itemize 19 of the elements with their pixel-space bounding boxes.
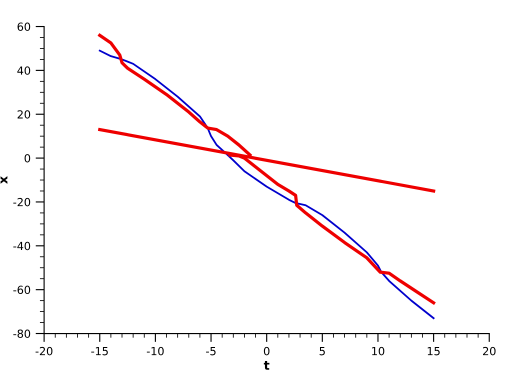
y-tick-label: 60 (18, 22, 30, 31)
x-axis-title: t (264, 360, 270, 370)
y-axis-title: x (0, 176, 8, 184)
y-tick-label: -40 (13, 242, 30, 250)
x-tick-label: 20 (483, 346, 496, 356)
y-tick-label: 40 (17, 66, 30, 75)
x-tick-label: -20 (36, 346, 52, 356)
y-tick-label: -60 (13, 286, 30, 294)
x-tick-label: 15 (428, 347, 440, 356)
x-tick-label: -5 (206, 347, 216, 356)
x-tick-label: 5 (320, 347, 325, 356)
y-tick-label: -80 (13, 329, 30, 338)
x-tick-label: 0 (264, 346, 270, 356)
y-tick-label: 20 (18, 110, 30, 119)
x-tick-label: -15 (91, 347, 108, 356)
x-tick-label: -10 (146, 346, 164, 356)
y-tick-label: -20 (13, 198, 30, 206)
x-tick-label: 10 (372, 346, 384, 356)
y-tick-label: 0 (24, 154, 30, 162)
